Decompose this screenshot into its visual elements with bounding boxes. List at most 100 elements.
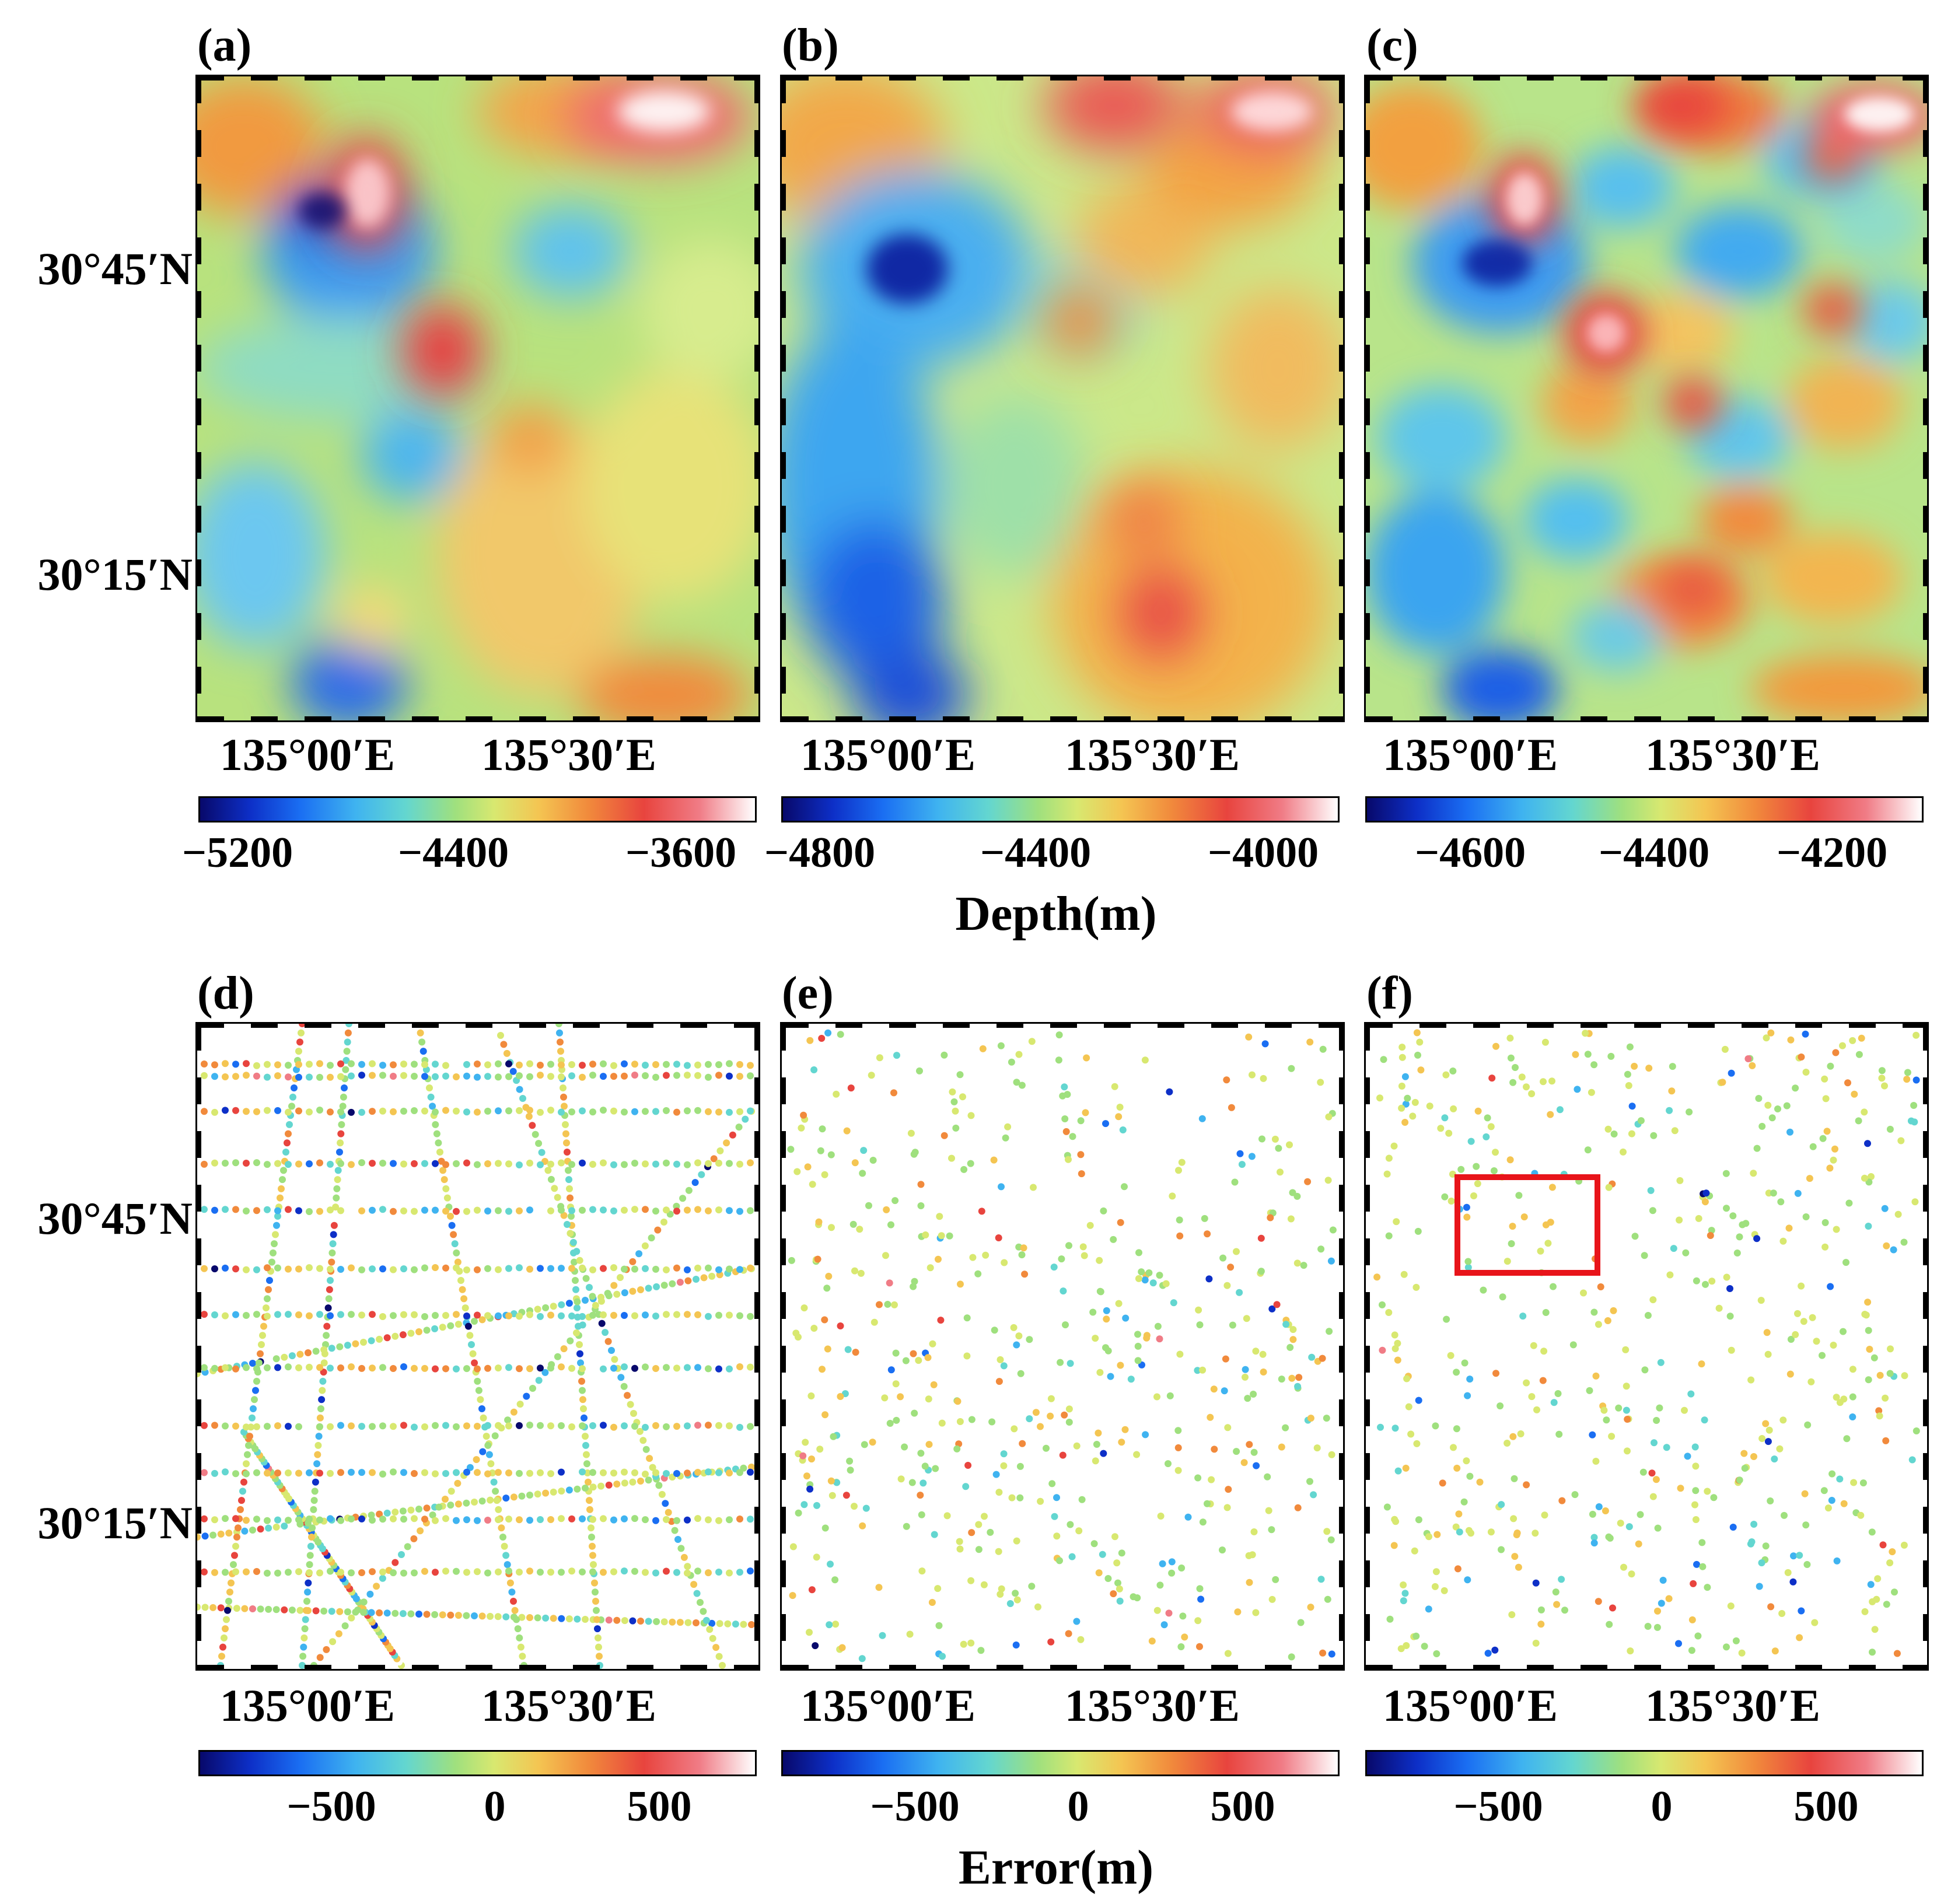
track-point	[1122, 1314, 1130, 1322]
track-point	[806, 1629, 813, 1636]
track-point	[1234, 1608, 1242, 1616]
track-point	[454, 1479, 461, 1487]
track-point	[474, 1161, 481, 1168]
track-point	[1116, 1585, 1123, 1592]
track-point	[526, 1060, 533, 1068]
lat-label-bottom-1: 30°45′N	[37, 1193, 193, 1244]
track-point	[323, 1322, 331, 1330]
track-point	[231, 1552, 238, 1559]
track-point	[343, 1048, 351, 1055]
track-point	[723, 1139, 730, 1147]
track-point	[582, 1275, 590, 1282]
track-point	[1729, 1212, 1737, 1220]
track-point	[568, 1072, 575, 1080]
colorbar-d-tick-2: 0	[484, 1783, 506, 1831]
track-point	[222, 1060, 229, 1068]
track-point	[621, 1567, 628, 1575]
track-point	[360, 1339, 367, 1346]
track-point	[715, 1160, 722, 1167]
track-point	[804, 1163, 812, 1171]
track-point	[1111, 1083, 1118, 1090]
track-point	[1803, 1561, 1811, 1568]
track-point	[1113, 1559, 1121, 1567]
track-point	[1586, 1387, 1593, 1394]
track-point	[600, 1060, 607, 1068]
track-point	[429, 1511, 436, 1519]
track-point	[978, 1208, 985, 1215]
track-point	[684, 1266, 691, 1273]
track-point	[1115, 1300, 1123, 1307]
track-point	[478, 1612, 486, 1620]
track-point	[610, 1423, 617, 1431]
track-point	[201, 1532, 209, 1540]
track-point	[1196, 1321, 1204, 1329]
track-point	[383, 1609, 391, 1617]
track-point	[502, 1494, 510, 1502]
track-point	[454, 1258, 461, 1266]
track-point	[890, 1089, 897, 1097]
track-point	[379, 1265, 386, 1273]
track-point	[910, 1283, 917, 1290]
track-point	[1702, 1189, 1710, 1197]
track-point	[1641, 1366, 1649, 1374]
track-point	[454, 1612, 462, 1619]
track-point	[484, 1160, 491, 1167]
track-point	[560, 1212, 568, 1219]
track-point	[694, 1206, 701, 1213]
track-point	[736, 1516, 743, 1522]
track-point	[1319, 1354, 1326, 1362]
track-point	[1056, 1557, 1063, 1564]
track-point	[736, 1060, 743, 1068]
track-point	[295, 1469, 302, 1477]
track-point	[679, 1195, 687, 1202]
track-point	[726, 1365, 733, 1373]
track-point	[243, 1364, 250, 1371]
track-point	[1509, 1433, 1517, 1440]
track-point	[1550, 1399, 1558, 1406]
track-point	[982, 1251, 990, 1259]
track-point	[516, 1634, 523, 1642]
track-point	[808, 1586, 816, 1594]
track-point	[1260, 1368, 1267, 1376]
track-point	[613, 1290, 621, 1298]
track-point	[1695, 1214, 1702, 1222]
track-point	[484, 1107, 491, 1115]
track-point	[694, 1422, 701, 1429]
track-point	[316, 1569, 323, 1577]
track-point	[1783, 1102, 1791, 1110]
track-point	[893, 1052, 900, 1059]
track-point	[1051, 1513, 1058, 1520]
track-point	[747, 1159, 754, 1167]
track-point	[1176, 1232, 1184, 1240]
track-point	[582, 1441, 589, 1449]
track-point	[1286, 1343, 1294, 1351]
track-point	[1677, 1485, 1684, 1492]
track-point	[1592, 1458, 1600, 1465]
track-point	[700, 1608, 707, 1615]
track-point	[884, 1301, 891, 1308]
track-point	[631, 1423, 638, 1430]
track-point	[1379, 1346, 1386, 1354]
track-point	[597, 1482, 605, 1490]
track-point	[565, 1615, 573, 1623]
track-point	[484, 1265, 491, 1272]
track-point	[222, 1160, 229, 1167]
track-point	[1861, 1108, 1868, 1116]
track-point	[652, 1569, 659, 1577]
track-point	[579, 1159, 586, 1167]
track-point	[337, 1569, 344, 1576]
track-point	[610, 1073, 617, 1080]
track-point	[694, 1061, 701, 1069]
track-point	[837, 1031, 844, 1038]
track-point	[1750, 1521, 1758, 1528]
error-scatter-d	[197, 1024, 758, 1669]
track-point	[1639, 1468, 1647, 1476]
track-point	[1540, 1348, 1548, 1355]
track-point	[1676, 1216, 1683, 1224]
track-point	[1055, 1031, 1063, 1039]
track-point	[1833, 1394, 1840, 1401]
track-point	[579, 1387, 586, 1394]
track-point	[870, 1318, 878, 1326]
track-point	[736, 1469, 743, 1476]
track-point	[337, 1060, 344, 1068]
